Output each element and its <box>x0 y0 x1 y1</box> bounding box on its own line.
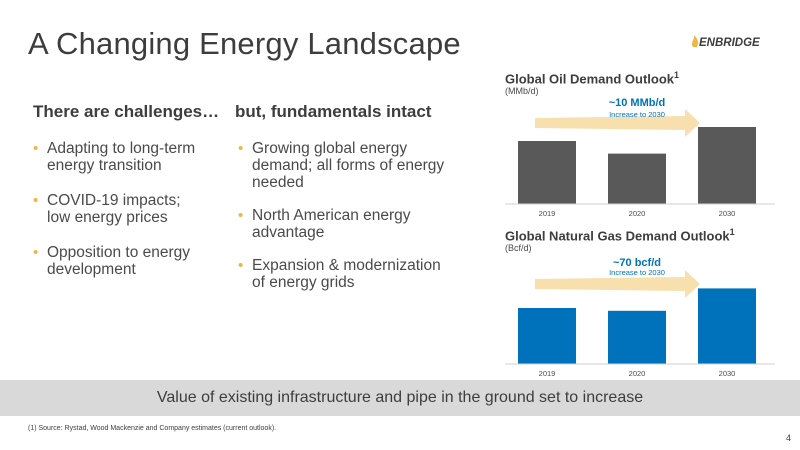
oil-chart-title: Global Oil Demand Outlook1 <box>505 70 680 87</box>
enbridge-logo: ENBRIDGE <box>692 35 760 49</box>
right-column-heading: but, fundamentals intact <box>235 102 432 121</box>
bullet-icon: • <box>33 140 39 157</box>
list-item: • North American energy advantage <box>238 207 411 241</box>
gas-chart-unit: (Bcf/d) <box>505 243 532 253</box>
bar-2019 <box>518 308 576 364</box>
bullet-icon: • <box>33 192 39 209</box>
oil-growth-arrow <box>535 109 700 137</box>
gas-chart-title: Global Natural Gas Demand Outlook1 <box>505 227 735 244</box>
gas-growth-arrow <box>535 270 700 298</box>
oil-chart-unit: (MMb/d) <box>505 86 539 96</box>
list-item: • Expansion & modernization of energy gri… <box>238 257 441 291</box>
bar-2020 <box>608 310 666 364</box>
bar-2030 <box>698 127 756 204</box>
list-item: • Growing global energy demand; all forms… <box>238 140 445 191</box>
logo-text: ENBRIDGE <box>699 37 760 49</box>
logo-flame-icon <box>692 35 698 47</box>
tick-label: 2030 <box>719 209 736 218</box>
tick-label: 2020 <box>629 369 646 378</box>
page-number: 4 <box>786 433 792 443</box>
tick-label: 2019 <box>539 369 556 378</box>
list-item: • Opposition to energy development <box>33 244 191 278</box>
oil-callout-sub: Increase to 2030 <box>609 110 665 119</box>
oil-callout-main: ~10 MMb/d <box>609 97 666 109</box>
bullet-icon: • <box>33 244 39 261</box>
key-message-banner: Value of existing infrastructure and pip… <box>0 380 800 416</box>
bullet-icon: • <box>238 140 244 157</box>
fundamentals-list: • Growing global energy demand; all forms… <box>238 140 488 291</box>
tick-label: 2019 <box>539 209 556 218</box>
gas-callout-main: ~70 bcf/d <box>613 257 661 269</box>
tick-label: 2020 <box>629 209 646 218</box>
bar-2020 <box>608 153 666 204</box>
oil-demand-chart: ~10 MMb/d Increase to 2030 2019 2020 2030 <box>505 97 775 218</box>
footnote: (1) Source: Rystad, Wood Mackenzie and C… <box>28 425 277 432</box>
tick-label: 2030 <box>719 369 736 378</box>
gas-callout-sub: Increase to 2030 <box>609 268 665 277</box>
bar-2030 <box>698 288 756 364</box>
bullet-icon: • <box>238 207 244 224</box>
left-column-heading: There are challenges… <box>33 102 220 121</box>
banner-text: Value of existing infrastructure and pip… <box>156 389 644 406</box>
list-item: • Adapting to long-term energy transition <box>33 140 196 174</box>
slide-title: A Changing Energy Landscape <box>28 26 461 61</box>
bar-2019 <box>518 141 576 204</box>
bullet-icon: • <box>238 257 244 274</box>
challenges-list: • Adapting to long-term energy transition… <box>33 140 233 278</box>
gas-demand-chart: ~70 bcf/d Increase to 2030 2019 2020 2030 <box>505 257 775 378</box>
list-item: • COVID-19 impacts; low energy prices <box>33 192 181 226</box>
